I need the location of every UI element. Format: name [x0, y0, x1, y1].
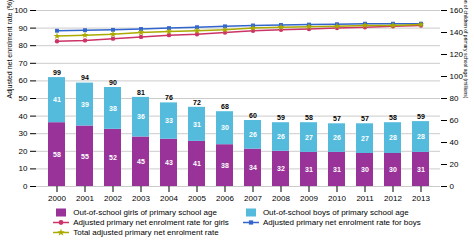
svg-text:2013: 2013: [412, 194, 430, 203]
svg-text:45: 45: [137, 158, 145, 165]
svg-text:2006: 2006: [216, 194, 234, 203]
svg-text:38: 38: [109, 105, 117, 112]
svg-text:43: 43: [165, 159, 173, 166]
svg-text:0: 0: [450, 182, 455, 191]
svg-text:90: 90: [19, 24, 28, 33]
svg-text:20: 20: [450, 160, 459, 169]
svg-text:140: 140: [450, 28, 464, 37]
svg-text:31: 31: [333, 166, 341, 173]
svg-text:90: 90: [109, 79, 117, 86]
svg-text:59: 59: [277, 114, 285, 121]
svg-text:31: 31: [417, 166, 425, 173]
svg-text:100: 100: [14, 6, 28, 15]
svg-text:99: 99: [53, 69, 61, 76]
svg-text:60: 60: [450, 116, 459, 125]
svg-text:2000: 2000: [48, 194, 66, 203]
svg-text:30: 30: [389, 166, 397, 173]
svg-text:2004: 2004: [160, 194, 178, 203]
svg-text:27: 27: [361, 135, 369, 142]
svg-text:55: 55: [81, 152, 89, 159]
html-text:Adjusted primary net enrolment: Adjusted primary net enrolment rate for …: [262, 218, 421, 227]
svg-text:2011: 2011: [356, 194, 374, 203]
svg-text:28: 28: [417, 133, 425, 140]
svg-text:120: 120: [450, 50, 464, 59]
svg-text:57: 57: [333, 115, 341, 122]
svg-text:2002: 2002: [104, 194, 122, 203]
svg-text:30: 30: [221, 124, 229, 131]
svg-text:52: 52: [109, 154, 117, 161]
svg-text:40: 40: [19, 112, 28, 121]
svg-text:27: 27: [305, 134, 313, 141]
svg-text:31: 31: [193, 121, 201, 128]
svg-text:28: 28: [389, 134, 397, 141]
svg-text:2001: 2001: [76, 194, 94, 203]
svg-text:2012: 2012: [384, 194, 402, 203]
svg-text:2005: 2005: [188, 194, 206, 203]
svg-text:58: 58: [53, 151, 61, 158]
html-text:Adjusted primary net enrolment: Adjusted primary net enrolment rate for …: [73, 218, 229, 227]
svg-text:160: 160: [450, 6, 464, 15]
svg-text:34: 34: [249, 164, 257, 171]
svg-text:26: 26: [333, 134, 341, 141]
svg-text:26: 26: [277, 133, 285, 140]
svg-text:58: 58: [305, 114, 313, 121]
svg-text:50: 50: [19, 94, 28, 103]
html-text:Out-of-school girls of primary: Out-of-school girls of primary school ag…: [73, 208, 217, 217]
svg-text:94: 94: [81, 74, 89, 81]
svg-text:26: 26: [249, 131, 257, 138]
svg-text:58: 58: [389, 114, 397, 121]
svg-text:81: 81: [137, 89, 145, 96]
svg-text:39: 39: [81, 101, 89, 108]
svg-text:Out-of-school population of ch: Out-of-school population of children of …: [463, 0, 469, 99]
svg-text:Adjusted net enrolment rate (%: Adjusted net enrolment rate (%): [6, 0, 14, 99]
svg-text:80: 80: [450, 94, 459, 103]
svg-text:30: 30: [361, 166, 369, 173]
svg-text:30: 30: [19, 129, 28, 138]
svg-text:41: 41: [193, 160, 201, 167]
html-text:Out-of-school boys of primary: Out-of-school boys of primary school age: [262, 208, 409, 217]
svg-text:60: 60: [249, 112, 257, 119]
svg-text:38: 38: [221, 162, 229, 169]
svg-text:60: 60: [19, 76, 28, 85]
svg-text:33: 33: [165, 117, 173, 124]
svg-text:2010: 2010: [328, 194, 346, 203]
svg-text:80: 80: [19, 41, 28, 50]
svg-text:100: 100: [450, 72, 464, 81]
svg-text:0: 0: [23, 182, 28, 191]
svg-text:76: 76: [165, 94, 173, 101]
svg-text:68: 68: [221, 103, 229, 110]
svg-text:41: 41: [53, 96, 61, 103]
svg-text:40: 40: [450, 138, 459, 147]
svg-text:31: 31: [305, 166, 313, 173]
svg-text:32: 32: [277, 165, 285, 172]
html-text:Total adjusted primary net enr: Total adjusted primary net enrolment rat…: [73, 228, 219, 237]
svg-text:2003: 2003: [132, 194, 150, 203]
svg-text:2009: 2009: [300, 194, 318, 203]
svg-text:72: 72: [193, 99, 201, 106]
svg-text:59: 59: [417, 113, 425, 120]
svg-text:2008: 2008: [272, 194, 290, 203]
svg-text:2007: 2007: [244, 194, 262, 203]
svg-text:70: 70: [19, 59, 28, 68]
svg-text:57: 57: [361, 115, 369, 122]
svg-text:10: 10: [19, 164, 28, 173]
svg-text:36: 36: [137, 113, 145, 120]
svg-text:20: 20: [19, 147, 28, 156]
